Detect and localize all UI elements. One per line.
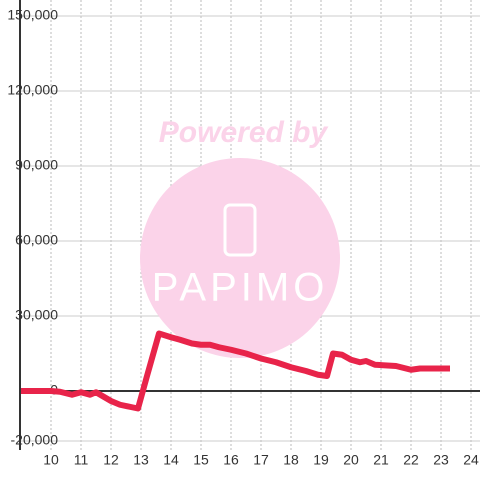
x-tick-label: 11 [74, 452, 89, 468]
watermark-text: Powered by [159, 116, 329, 149]
x-tick-label: 14 [163, 452, 179, 468]
x-tick-label: 15 [193, 452, 209, 468]
y-tick-label: 150,000 [7, 7, 58, 23]
x-tick-label: 18 [283, 452, 299, 468]
x-tick-label: 12 [103, 452, 119, 468]
x-tick-label: 22 [403, 452, 419, 468]
y-tick-label: 120,000 [7, 82, 58, 98]
y-tick-label: 90,000 [15, 157, 58, 173]
x-tick-label: 21 [373, 452, 389, 468]
x-tick-label: 19 [313, 452, 329, 468]
y-tick-label: 30,000 [15, 307, 58, 323]
x-tick-label: 13 [133, 452, 149, 468]
watermark-circle [140, 158, 340, 358]
x-tick-label: 10 [43, 452, 59, 468]
watermark: Powered by PAPIMO [140, 116, 340, 358]
x-tick-label: 16 [223, 452, 239, 468]
watermark-logo: PAPIMO [152, 266, 329, 310]
watermark-icon [223, 203, 257, 257]
x-tick-label: 24 [463, 452, 479, 468]
y-tick-label: -20,000 [11, 432, 59, 448]
y-tick-label: 60,000 [15, 232, 58, 248]
line-series [21, 330, 450, 412]
x-tick-label: 20 [343, 452, 359, 468]
x-tick-label: 23 [433, 452, 449, 468]
x-tick-label: 17 [253, 452, 269, 468]
